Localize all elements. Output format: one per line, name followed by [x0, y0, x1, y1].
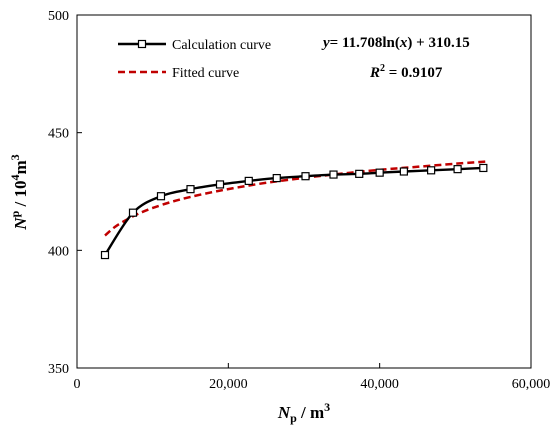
r-squared-symbol: R [369, 65, 380, 81]
data-point-marker [479, 163, 488, 173]
y-title-superscript: p [8, 210, 22, 217]
y-tick-label: 500 [48, 9, 69, 24]
data-point-marker [186, 185, 195, 194]
y-title-unit-exponent: 3 [8, 154, 22, 160]
legend-marker-calculation-curve [137, 39, 147, 49]
data-point-marker [215, 180, 225, 189]
y-title-scale: / 10 [11, 180, 30, 210]
x-axis-title: Np / m3 [277, 400, 330, 425]
data-point-marker [355, 169, 364, 178]
x-tick-label: 20,000 [209, 377, 248, 392]
x-axis: 0 20,000 40,000 60,000 [74, 363, 550, 392]
data-point-marker [375, 168, 384, 177]
r-squared-value: = 0.9107 [385, 65, 443, 81]
y-tick-label: 350 [48, 362, 69, 377]
data-point-marker [156, 192, 166, 201]
series-markers-calculation-curve [100, 163, 488, 260]
data-point-marker [301, 172, 310, 181]
data-point-marker [100, 250, 110, 260]
x-title-subscript: p [290, 411, 297, 425]
legend: Calculation curve Fitted curve [118, 38, 271, 81]
x-tick-label: 0 [74, 377, 81, 392]
y-title-scale-exponent: 4 [8, 174, 22, 180]
data-point-marker [399, 167, 408, 176]
r-squared: R2 = 0.9107 [369, 63, 443, 81]
x-title-unit: / m [297, 403, 324, 422]
equation-intercept: ) + 310.15 [407, 35, 469, 51]
equation-coefficients: = 11.708ln( [330, 35, 400, 51]
legend-label-fitted-curve: Fitted curve [172, 66, 239, 81]
equation-x-var: x [399, 35, 408, 51]
legend-label-calculation-curve: Calculation curve [172, 38, 271, 53]
y-axis: 350 400 450 500 [48, 9, 82, 377]
data-point-marker [453, 165, 462, 174]
series-line-calculation-curve [103, 166, 484, 256]
y-title-unit: m [11, 160, 30, 174]
equation-y-var: y [321, 35, 330, 51]
r-squared-exponent: 2 [380, 63, 385, 74]
data-point-marker [427, 166, 436, 175]
y-tick-label: 450 [48, 127, 69, 142]
x-title-unit-exponent: 3 [324, 400, 330, 414]
data-point-marker [329, 170, 338, 179]
x-tick-label: 60,000 [512, 377, 550, 392]
data-point-marker [244, 176, 253, 186]
y-title-symbol: N [11, 217, 30, 231]
x-tick-label: 40,000 [360, 377, 399, 392]
y-tick-label: 400 [48, 244, 69, 259]
x-title-symbol: N [277, 403, 291, 422]
y-axis-title: Np / 104m3 [8, 154, 30, 230]
data-point-marker [128, 208, 138, 217]
data-point-marker [272, 173, 281, 183]
plot-area-frame [76, 14, 532, 369]
fit-equation: y= 11.708ln(x) + 310.15 [321, 35, 470, 51]
